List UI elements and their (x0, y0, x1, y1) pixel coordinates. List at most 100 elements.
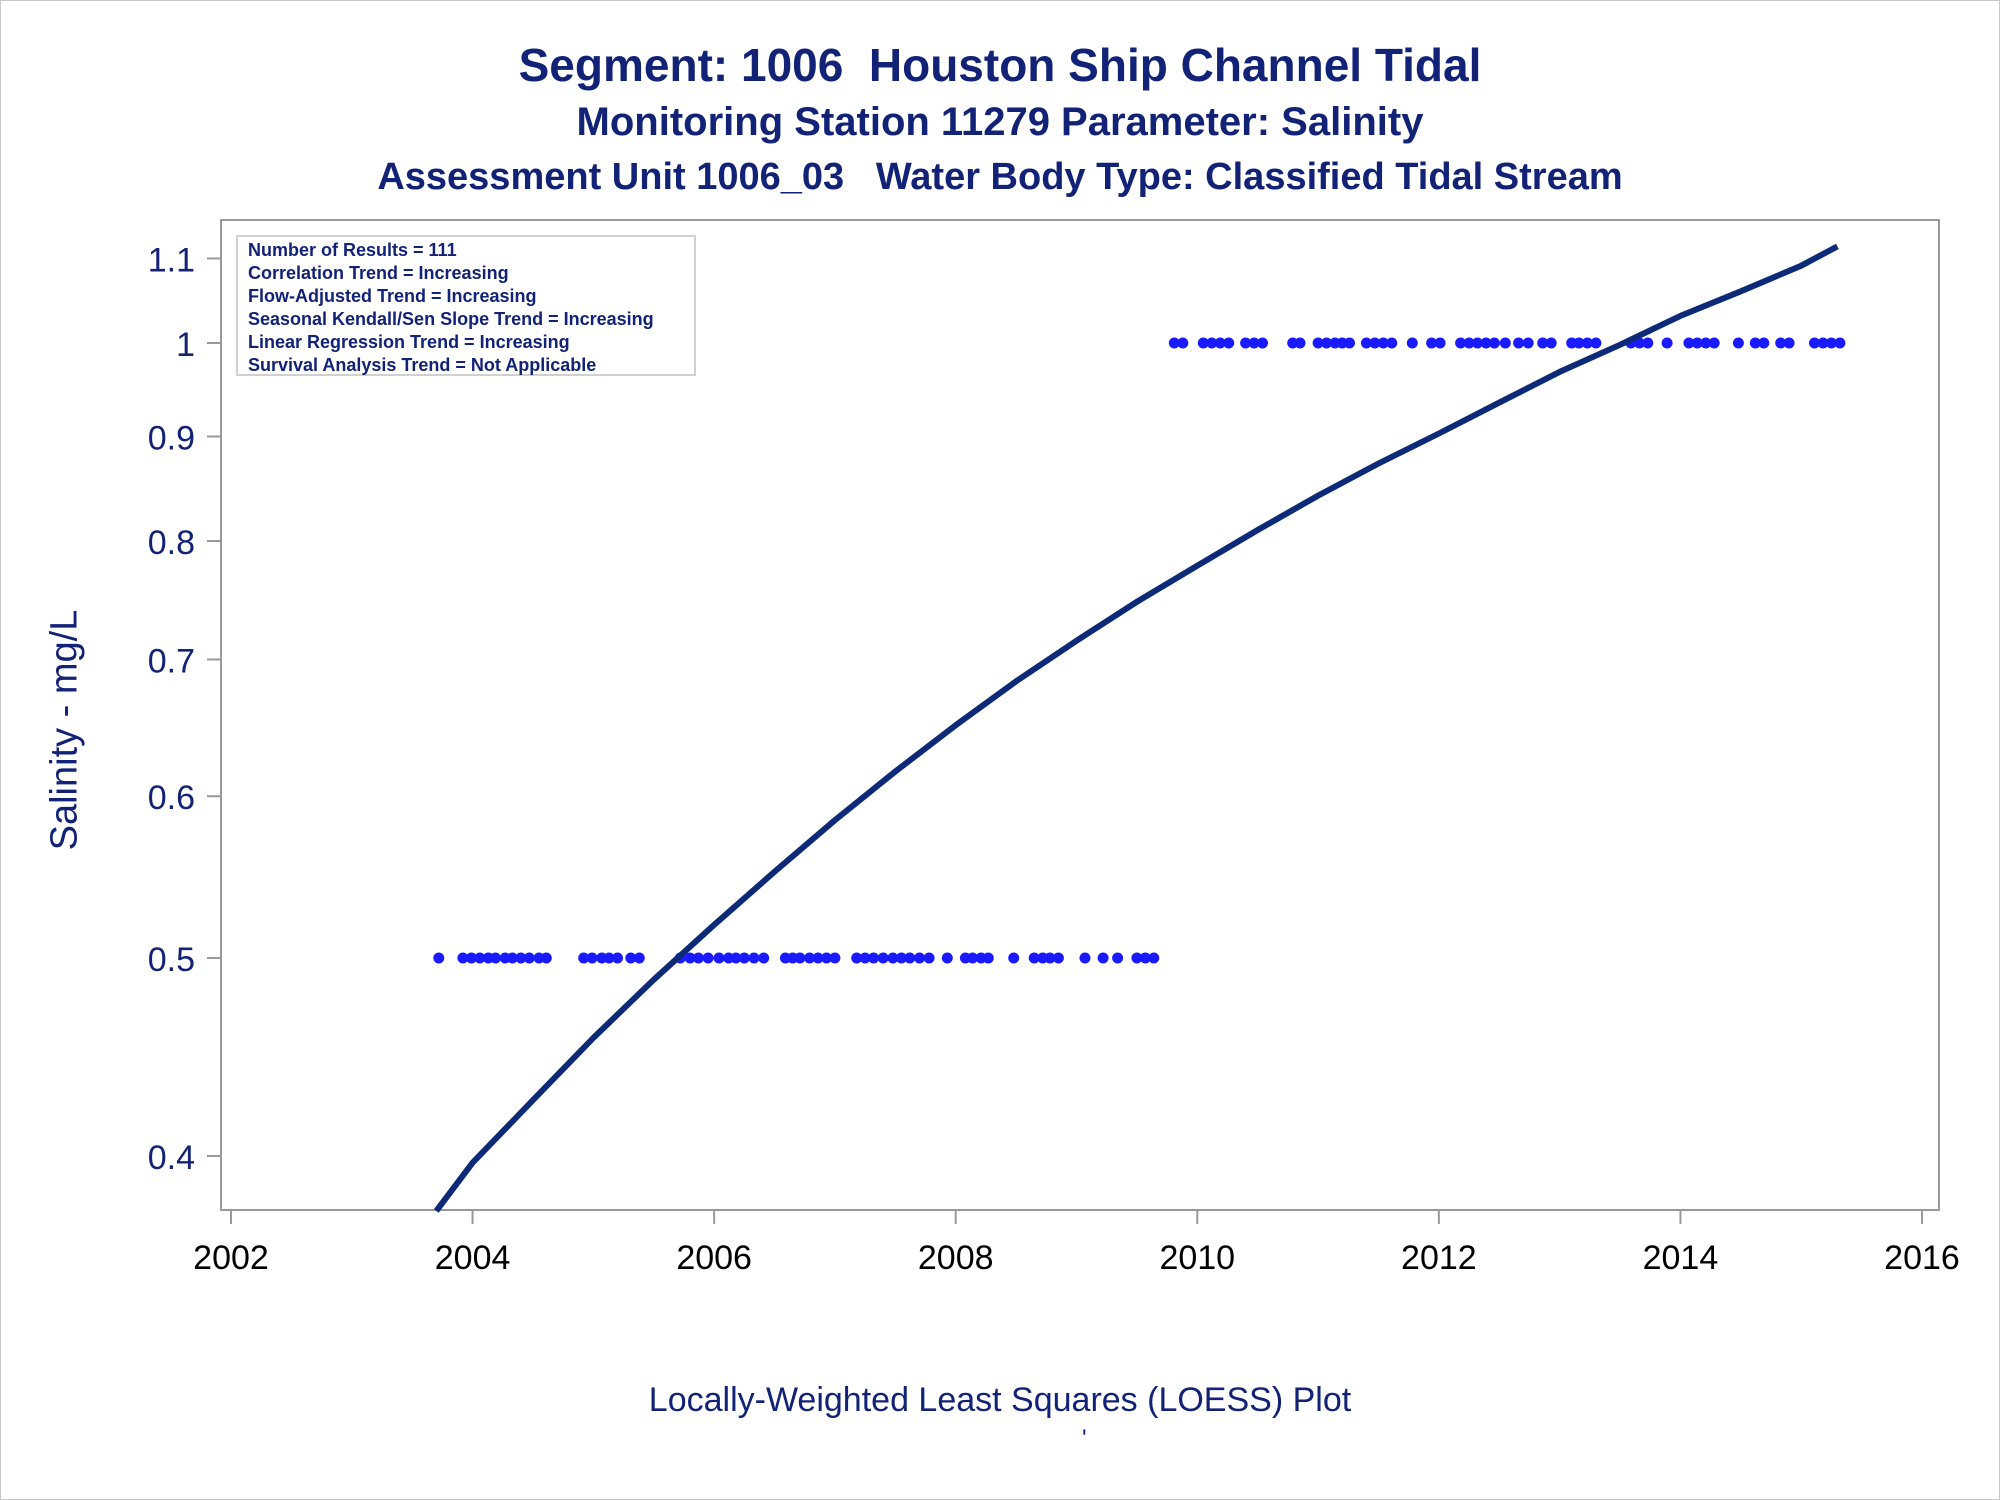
data-point (1513, 337, 1525, 349)
data-point (684, 952, 696, 964)
y-tick-label: 0.7 (148, 642, 195, 680)
data-point (586, 952, 598, 964)
data-point (1817, 337, 1829, 349)
data-point (474, 952, 486, 964)
data-point (1369, 337, 1381, 349)
data-point (1139, 952, 1151, 964)
stat-linear-regression-trend: Linear Regression Trend = Increasing (248, 332, 570, 352)
data-point (748, 952, 760, 964)
data-point (1700, 337, 1712, 349)
data-point (877, 952, 889, 964)
data-point (625, 952, 637, 964)
y-tick-label: 0.9 (148, 419, 195, 457)
data-point (1522, 337, 1534, 349)
data-point (821, 952, 832, 964)
data-points (433, 337, 1846, 964)
data-point (1214, 337, 1226, 349)
chart-subtitle: Monitoring Station 11279 Parameter: Sali… (576, 100, 1424, 144)
loess-curve (433, 243, 1839, 1213)
data-point (1775, 337, 1787, 349)
data-point (612, 952, 623, 964)
x-tick-label: 2006 (676, 1239, 752, 1277)
y-axis: 0.4 0.5 0.6 0.7 0.8 0.9 1 1.1 (148, 241, 221, 1177)
data-point (1537, 337, 1549, 349)
data-point (804, 952, 816, 964)
x-tick-label: 2002 (193, 1239, 269, 1277)
x-axis: 2002 2004 2006 2008 2010 2012 2014 2016 (193, 1210, 1960, 1277)
data-point (730, 952, 742, 964)
data-point (1455, 337, 1467, 349)
data-point (1499, 337, 1511, 349)
data-point (1206, 337, 1218, 349)
y-tick-label: 0.4 (148, 1139, 195, 1177)
y-tick-label: 0.8 (148, 524, 195, 562)
data-point (1434, 337, 1446, 349)
x-tick-label: 2012 (1401, 1239, 1477, 1277)
data-point (540, 952, 552, 964)
data-point (1758, 337, 1770, 349)
data-point (1240, 337, 1252, 349)
data-point (1642, 337, 1654, 349)
data-point (1661, 337, 1673, 349)
data-point (465, 952, 477, 964)
data-point (941, 952, 953, 964)
data-point (1377, 337, 1389, 349)
y-tick-label: 1.1 (148, 241, 195, 279)
data-point (967, 952, 979, 964)
data-point (1488, 337, 1500, 349)
data-point (1545, 337, 1557, 349)
data-point (1386, 337, 1398, 349)
data-point (515, 952, 527, 964)
data-point (603, 952, 615, 964)
x-tick-label: 2010 (1159, 1239, 1235, 1277)
x-tick-label: 2014 (1643, 1239, 1719, 1277)
data-point (633, 952, 645, 964)
data-point (1028, 952, 1040, 964)
data-point (578, 952, 590, 964)
stat-seasonal-kendall-trend: Seasonal Kendall/Sen Slope Trend = Incre… (248, 309, 654, 329)
data-point (914, 952, 925, 964)
data-point (829, 952, 841, 964)
data-point (433, 952, 445, 964)
data-point (1008, 952, 1020, 964)
stat-flow-adjusted-trend: Flow-Adjusted Trend = Increasing (248, 286, 537, 306)
data-point (982, 952, 994, 964)
data-point (1168, 337, 1180, 349)
data-point (1472, 337, 1483, 349)
chart-title: Segment: 1006 Houston Ship Channel Tidal (518, 39, 1482, 91)
x-tick-label: 2008 (918, 1239, 994, 1277)
y-tick-label: 0.5 (148, 941, 195, 979)
data-point (923, 952, 935, 964)
data-point (1480, 337, 1492, 349)
data-point (1294, 337, 1306, 349)
y-tick-label: 1 (176, 326, 195, 364)
data-point (758, 952, 770, 964)
data-point (1131, 952, 1143, 964)
data-point (1148, 952, 1160, 964)
data-point (1079, 952, 1091, 964)
data-point (887, 952, 899, 964)
chart-subtitle-2: Assessment Unit 1006_03 Water Body Type:… (377, 156, 1623, 198)
data-point (812, 952, 824, 964)
data-point (1052, 952, 1064, 964)
data-point (490, 952, 501, 964)
loess-line (433, 243, 1839, 1213)
data-point (895, 952, 907, 964)
data-point (1248, 337, 1260, 349)
data-point (523, 952, 535, 964)
stat-correlation-trend: Correlation Trend = Increasing (248, 263, 509, 283)
data-point (1406, 337, 1418, 349)
data-point (1691, 337, 1703, 349)
data-point (1809, 337, 1820, 349)
data-point (1426, 337, 1438, 349)
x-tick-label: 2004 (435, 1239, 511, 1277)
data-point (904, 952, 916, 964)
y-axis-label: Salinity - mg/L (43, 609, 86, 851)
stat-number-of-results: Number of Results = 111 (248, 240, 457, 260)
footnote-mark: ' (1082, 1425, 1087, 1452)
data-point (794, 952, 806, 964)
data-point (1749, 337, 1761, 349)
data-point (1590, 337, 1602, 349)
data-point (1197, 337, 1209, 349)
